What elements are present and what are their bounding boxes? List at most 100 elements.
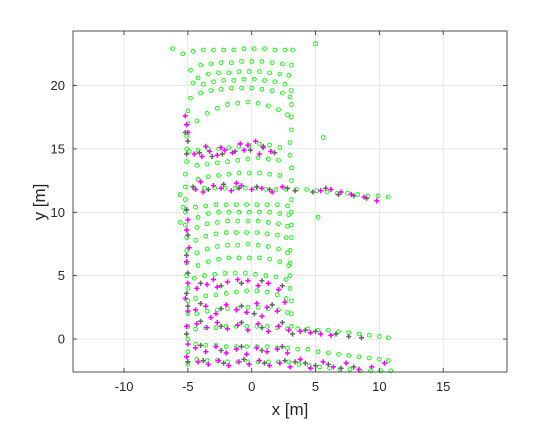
green-point bbox=[188, 67, 193, 73]
magenta-point bbox=[256, 357, 262, 364]
green-point bbox=[320, 135, 326, 140]
green-point bbox=[194, 225, 200, 230]
magenta-point bbox=[185, 341, 191, 347]
green-point bbox=[225, 359, 230, 365]
magenta-point bbox=[318, 331, 324, 337]
green-point bbox=[282, 81, 288, 87]
green-point bbox=[276, 107, 281, 112]
gray-point bbox=[351, 364, 357, 370]
gray-point bbox=[236, 185, 242, 191]
green-point bbox=[202, 185, 207, 191]
green-point bbox=[324, 189, 330, 195]
gray-point bbox=[190, 184, 196, 190]
green-point bbox=[184, 159, 189, 164]
gray-point bbox=[198, 342, 204, 348]
green-point bbox=[286, 212, 292, 218]
green-point bbox=[283, 277, 289, 282]
green-point bbox=[236, 170, 242, 176]
magenta-point bbox=[192, 186, 199, 193]
green-point bbox=[244, 324, 249, 329]
gray-point bbox=[279, 344, 285, 350]
green-point bbox=[325, 350, 331, 356]
gray-point bbox=[185, 270, 191, 276]
green-point bbox=[274, 202, 280, 208]
green-point bbox=[262, 78, 267, 83]
green-point bbox=[251, 46, 257, 52]
green-point bbox=[213, 325, 219, 330]
magenta-point bbox=[214, 284, 220, 290]
green-point bbox=[277, 71, 283, 77]
green-point bbox=[346, 353, 352, 358]
magenta-point bbox=[246, 361, 252, 367]
gray-point bbox=[325, 361, 331, 367]
gray-point bbox=[198, 280, 204, 286]
y-axis-label: y [m] bbox=[30, 184, 49, 221]
magenta-point bbox=[356, 366, 362, 373]
x-axis-label: x [m] bbox=[272, 400, 309, 419]
green-point bbox=[184, 146, 189, 152]
green-point bbox=[277, 211, 283, 216]
gray-point bbox=[261, 360, 268, 366]
gray-point bbox=[279, 319, 285, 326]
green-point bbox=[285, 250, 290, 256]
green-point bbox=[355, 192, 361, 197]
magenta-point bbox=[185, 280, 191, 286]
green-point bbox=[226, 209, 232, 215]
green-point bbox=[193, 296, 198, 301]
green-point bbox=[267, 171, 272, 177]
green-point bbox=[194, 250, 200, 256]
gray-point bbox=[292, 188, 298, 194]
magenta-point bbox=[191, 151, 197, 157]
gray-point bbox=[185, 303, 191, 309]
green-point bbox=[288, 102, 294, 107]
green-point bbox=[213, 231, 219, 237]
green-point bbox=[264, 231, 270, 237]
green-point bbox=[377, 356, 382, 362]
green-point bbox=[195, 263, 201, 268]
green-point bbox=[296, 362, 302, 367]
green-point bbox=[242, 270, 248, 276]
green-point bbox=[253, 272, 258, 277]
green-point bbox=[182, 171, 188, 177]
green-point bbox=[205, 71, 211, 77]
gray-point bbox=[238, 344, 245, 350]
green-point bbox=[214, 220, 220, 225]
magenta-point bbox=[200, 189, 206, 195]
green-point bbox=[228, 85, 234, 91]
green-point bbox=[272, 47, 278, 53]
grid-lines bbox=[73, 31, 507, 372]
y-tick-label: 15 bbox=[51, 141, 65, 156]
green-point bbox=[204, 308, 210, 314]
green-point bbox=[282, 47, 288, 53]
axes-box bbox=[72, 30, 508, 373]
green-point bbox=[279, 61, 285, 67]
magenta-point bbox=[297, 356, 303, 362]
magenta-point bbox=[208, 314, 214, 321]
gray-point bbox=[184, 290, 190, 297]
green-point bbox=[193, 204, 198, 210]
gray-point bbox=[200, 357, 206, 364]
green-point bbox=[287, 247, 293, 253]
green-point bbox=[246, 170, 252, 176]
green-point bbox=[235, 100, 241, 106]
green-point bbox=[216, 256, 221, 262]
green-point bbox=[223, 344, 229, 349]
gray-point bbox=[196, 150, 202, 156]
magenta-point bbox=[265, 280, 271, 286]
green-point bbox=[385, 194, 391, 200]
green-point bbox=[198, 62, 203, 68]
magenta-point bbox=[192, 345, 199, 351]
green-point bbox=[226, 255, 232, 261]
green-point bbox=[191, 275, 197, 281]
green-point bbox=[269, 60, 275, 66]
green-point bbox=[205, 174, 211, 180]
magenta-point bbox=[275, 323, 282, 329]
gray-point bbox=[302, 360, 308, 366]
green-point bbox=[287, 140, 293, 145]
gray-point bbox=[241, 356, 247, 362]
magenta-point bbox=[233, 307, 239, 313]
gray-point bbox=[238, 303, 245, 309]
green-point bbox=[235, 157, 241, 163]
green-point bbox=[255, 218, 261, 224]
gray-point bbox=[333, 331, 339, 337]
